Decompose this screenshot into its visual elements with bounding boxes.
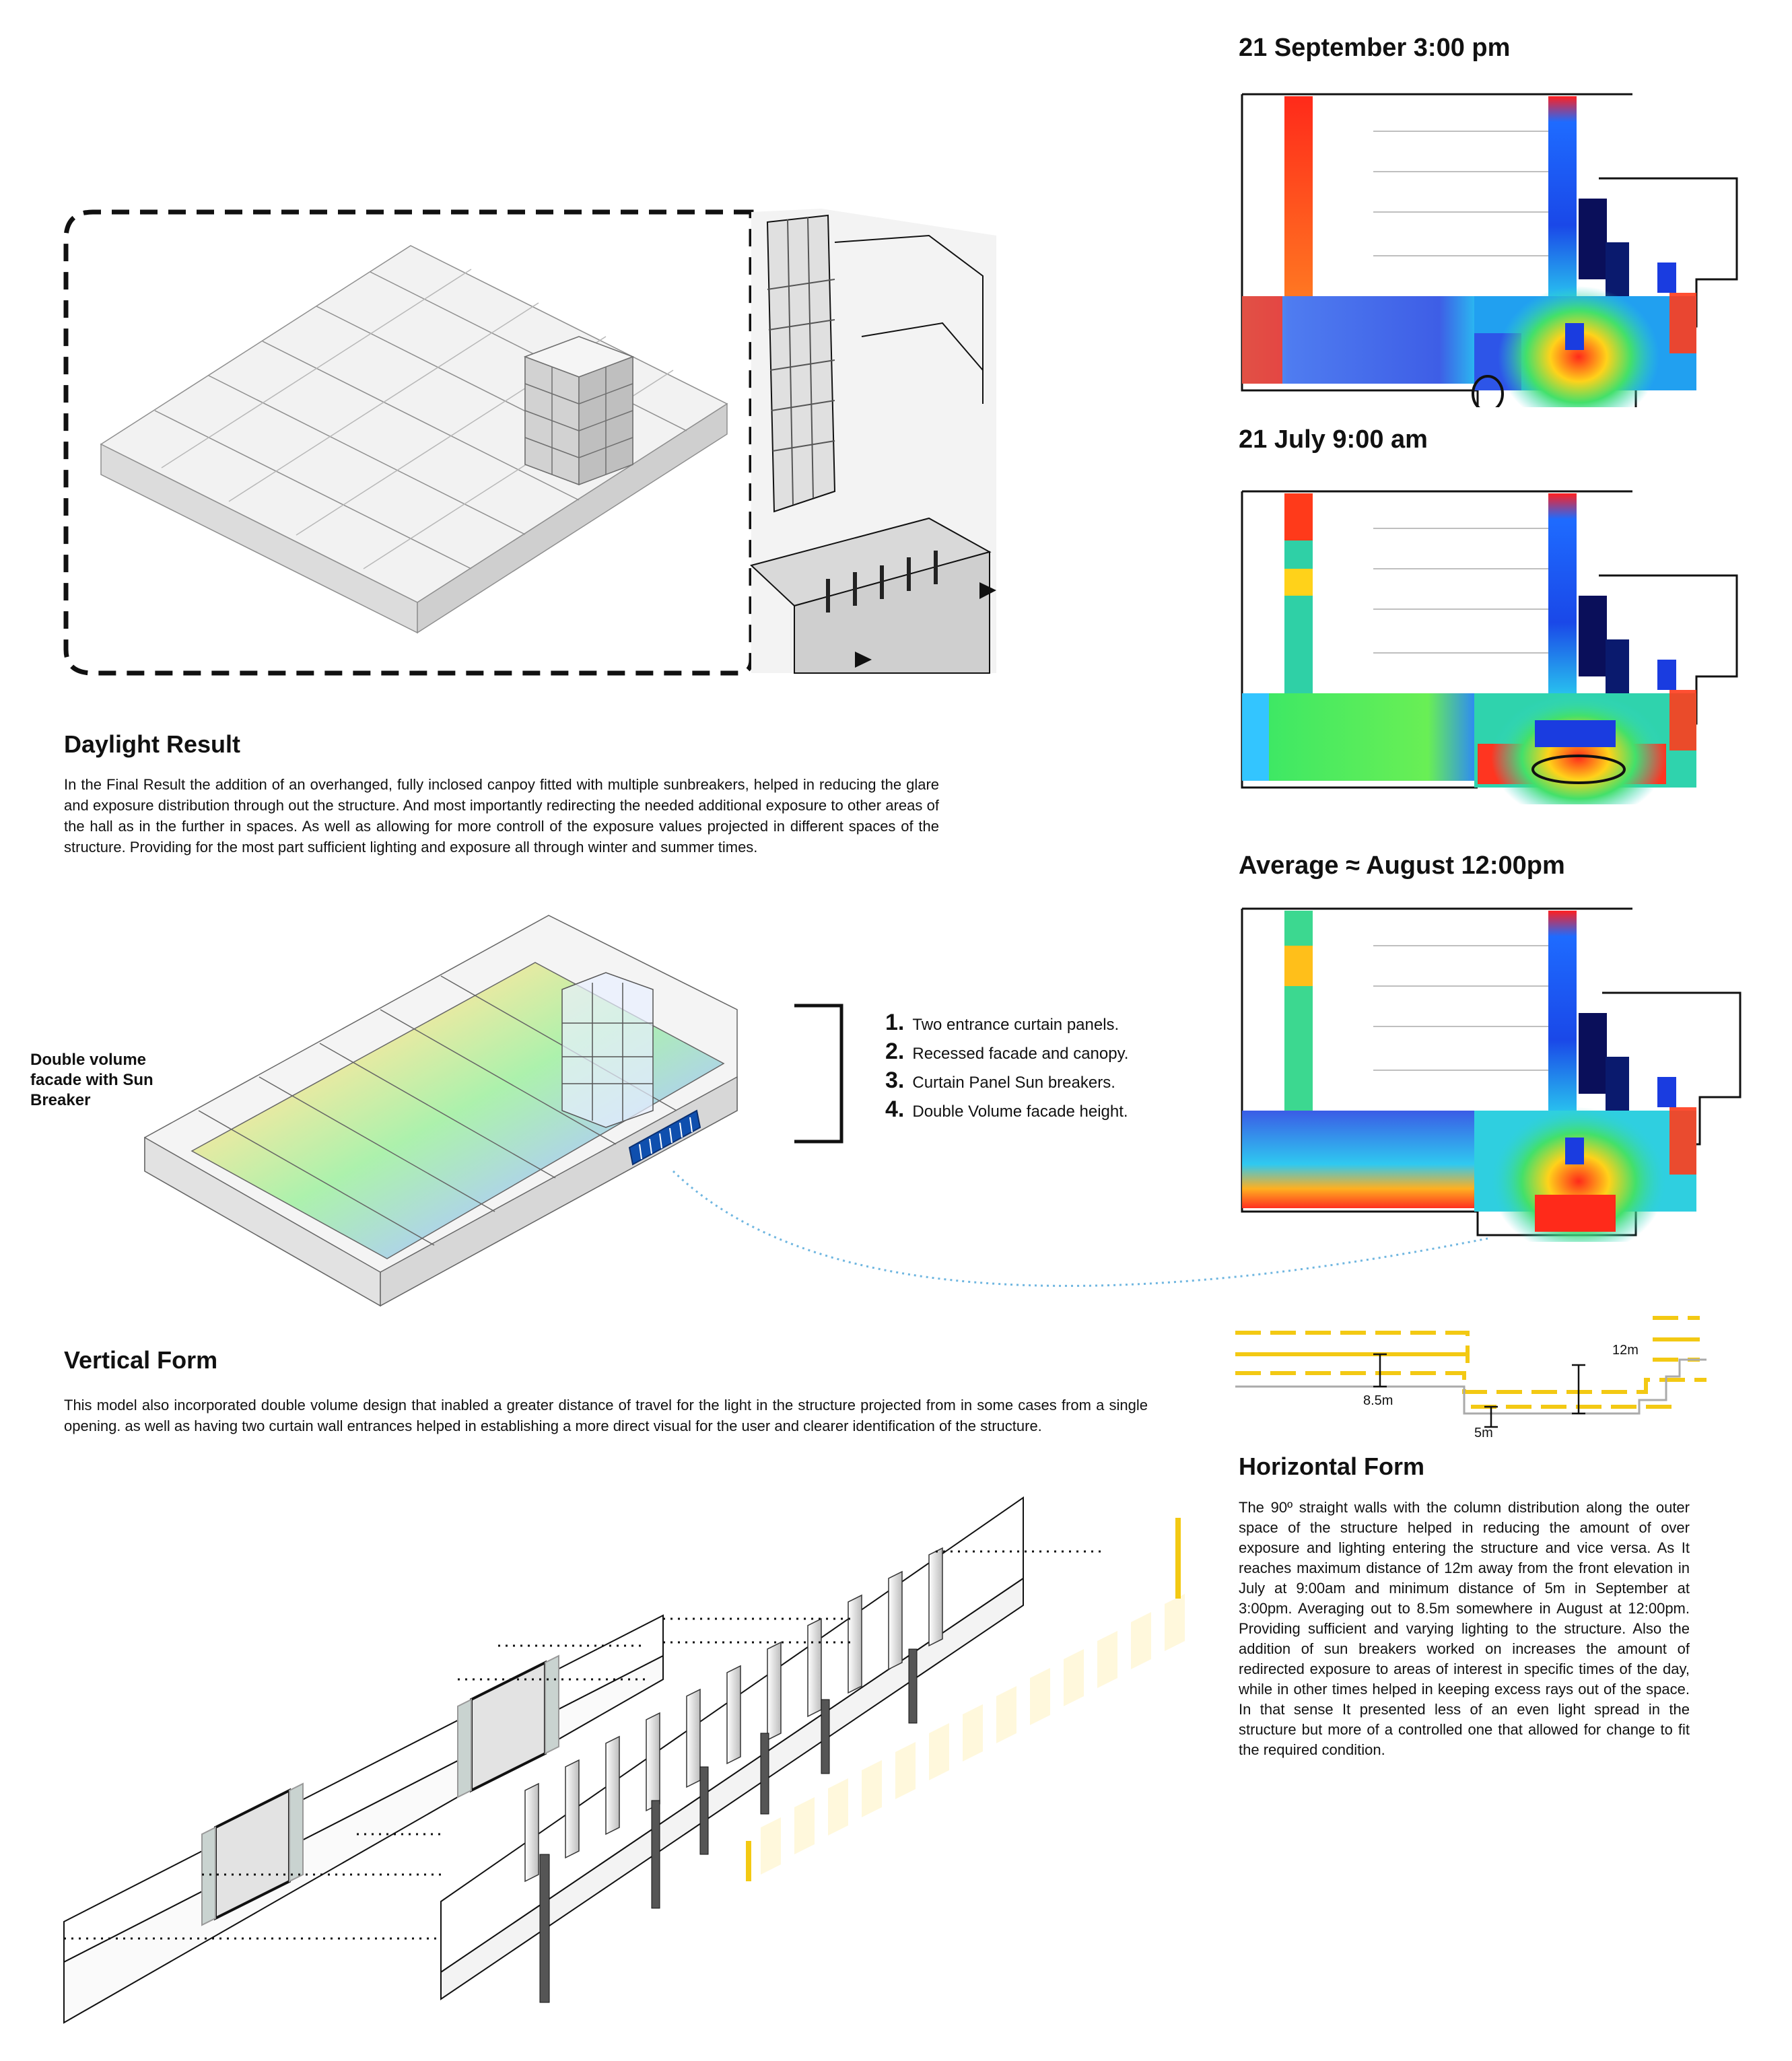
daylight-body: In the Final Result the addition of an o… [64, 776, 939, 855]
exploded-facade-diagram [54, 1477, 1212, 2029]
heatmap-september [1239, 91, 1750, 407]
axonometric-overview [54, 202, 996, 687]
list-number: 2. [885, 1039, 905, 1064]
list-item: 3. Curtain Panel Sun breakers. [885, 1068, 1115, 1094]
map-title-september: 21 September 3:00 pm [1239, 34, 1511, 62]
vertical-body: This model also incorporated double volu… [64, 1397, 1148, 1434]
daylight-title: Daylight Result [64, 730, 241, 758]
dimension-label: 5m [1474, 1426, 1493, 1440]
dimension-label: 8.5m [1363, 1393, 1393, 1408]
list-text: Two entrance curtain panels. [912, 1016, 1119, 1034]
horizontal-body: The 90º straight walls with the column d… [1239, 1499, 1690, 1758]
map-title-july: 21 July 9:00 am [1239, 425, 1428, 454]
section-diagram [1235, 1313, 1707, 1447]
list-item: 1. Two entrance curtain panels. [885, 1010, 1119, 1036]
heat-axonometric [131, 909, 771, 1326]
list-bracket [794, 1003, 848, 1144]
list-item: 4. Double Volume facade height. [885, 1096, 1128, 1123]
list-text: Recessed facade and canopy. [912, 1045, 1129, 1063]
list-number: 1. [885, 1010, 905, 1035]
horizontal-title: Horizontal Form [1239, 1453, 1424, 1480]
list-number: 3. [885, 1068, 905, 1093]
dimension-label: 12m [1612, 1343, 1639, 1358]
dotted-connector [666, 1158, 1494, 1306]
map-title-average: Average ≈ August 12:00pm [1239, 851, 1565, 880]
list-item: 2. Recessed facade and canopy. [885, 1039, 1128, 1065]
list-number: 4. [885, 1096, 905, 1122]
heatmap-july [1239, 488, 1750, 804]
list-text: Curtain Panel Sun breakers. [912, 1074, 1115, 1092]
double-volume-label: Double volume facade with Sun Breaker [30, 1051, 153, 1109]
vertical-title: Vertical Form [64, 1346, 218, 1374]
list-text: Double Volume facade height. [912, 1103, 1128, 1121]
arrow-right-icon [979, 582, 996, 599]
arrow-right-icon [855, 652, 872, 668]
heatmap-average [1239, 905, 1750, 1242]
